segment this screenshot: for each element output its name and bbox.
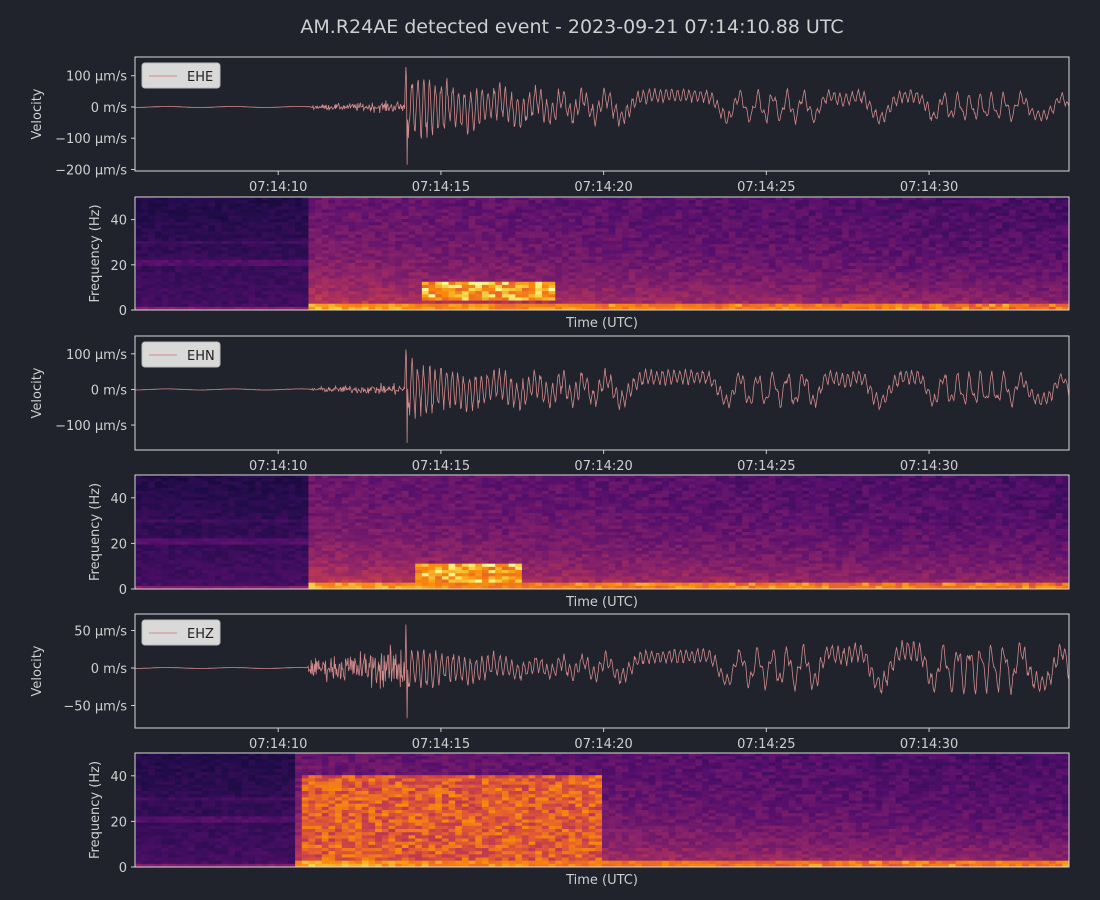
y-tick-label: 40	[110, 492, 127, 507]
trace-ehe	[135, 66, 1069, 165]
panel-ehe-waveform: 100 μm/s 0 m/s −100 μm/s −200 μm/s Velocity 0…	[30, 56, 1070, 195]
x-tick-label: 07:14:15	[412, 180, 470, 195]
y-tick-label: 20	[110, 815, 127, 830]
waveform-plot-area	[135, 614, 1069, 728]
x-tick-label: 07:14:30	[900, 459, 958, 474]
y-tick-label: 20	[110, 537, 127, 552]
panel-ehn-spectrogram: 0 20 40 Frequency (Hz) Time (UTC)	[88, 474, 1070, 610]
x-tick-label: 07:14:10	[249, 180, 307, 195]
y-tick-label: 100 μm/s	[66, 348, 127, 363]
y-tick-label: 40	[110, 770, 127, 785]
y-axis-label: Frequency (Hz)	[88, 761, 103, 859]
panel-ehe-spectrogram: 0 20 40 Frequency (Hz) Time (UTC)	[88, 196, 1070, 331]
legend: EHE	[141, 62, 221, 89]
x-tick-label: 07:14:20	[574, 459, 632, 474]
figure-title: AM.R24AE detected event - 2023-09-21 07:…	[300, 16, 843, 38]
x-tick-label: 07:14:30	[900, 737, 958, 752]
trace-ehz	[135, 624, 1069, 719]
panel-ehz-spectrogram: 0 20 40 Frequency (Hz) Time (UTC)	[88, 752, 1070, 888]
spectrogram-image	[135, 753, 1069, 867]
y-axis-label: Velocity	[30, 88, 45, 139]
x-axis-label: Time (UTC)	[565, 873, 638, 888]
x-tick-label: 07:14:30	[900, 180, 958, 195]
spectrogram-image	[135, 475, 1069, 589]
x-tick-label: 07:14:20	[574, 737, 632, 752]
panel-ehn-waveform: 100 μm/s 0 m/s −100 μm/s Velocity 07:14:10 07…	[30, 335, 1070, 474]
waveform-plot-area	[135, 336, 1069, 450]
y-axis-label: Frequency (Hz)	[88, 204, 103, 302]
y-tick-label: 0	[119, 583, 127, 598]
y-tick-label: −50 μm/s	[63, 700, 127, 715]
y-axis-label: Velocity	[30, 645, 45, 696]
x-tick-label: 07:14:15	[412, 737, 470, 752]
legend: EHN	[141, 341, 221, 368]
x-axis-label: Time (UTC)	[565, 316, 638, 331]
x-tick-label: 07:14:25	[737, 459, 795, 474]
axes-frame	[134, 196, 1070, 311]
x-tick-label: 07:14:10	[249, 737, 307, 752]
y-tick-label: 0 m/s	[91, 383, 127, 398]
axes-frame	[134, 335, 1070, 451]
y-tick-label: 50 μm/s	[74, 625, 127, 640]
x-tick-label: 07:14:25	[737, 180, 795, 195]
x-tick-label: 07:14:10	[249, 459, 307, 474]
panel-ehz-waveform: 50 μm/s 0 m/s −50 μm/s Velocity 07:14:10 07:1…	[30, 613, 1070, 752]
y-axis-label: Velocity	[30, 367, 45, 418]
panels: 100 μm/s 0 m/s −100 μm/s −200 μm/s Velocity 0…	[30, 56, 1070, 888]
legend: EHZ	[141, 619, 221, 646]
y-tick-label: 0	[119, 304, 127, 319]
y-tick-label: 0 m/s	[91, 662, 127, 677]
axes-frame	[134, 56, 1070, 172]
x-axis-label: Time (UTC)	[565, 595, 638, 610]
y-tick-label: 0	[119, 861, 127, 876]
legend-label: EHZ	[187, 627, 214, 642]
x-tick-label: 07:14:20	[574, 180, 632, 195]
y-tick-label: −100 μm/s	[55, 132, 127, 147]
y-tick-label: 0 m/s	[91, 101, 127, 116]
x-tick-label: 07:14:25	[737, 737, 795, 752]
axes-frame	[134, 752, 1070, 868]
axes-frame	[134, 613, 1070, 729]
x-tick-label: 07:14:15	[412, 459, 470, 474]
waveform-plot-area	[135, 57, 1069, 171]
legend-label: EHN	[187, 349, 215, 364]
axes-frame	[134, 474, 1070, 590]
trace-ehn	[135, 349, 1069, 443]
y-axis-label: Frequency (Hz)	[88, 483, 103, 581]
legend-label: EHE	[187, 70, 213, 85]
y-tick-label: 100 μm/s	[66, 70, 127, 85]
y-tick-label: 40	[110, 214, 127, 229]
spectrogram-image	[135, 197, 1069, 310]
y-tick-label: −100 μm/s	[55, 419, 127, 434]
y-tick-label: 20	[110, 259, 127, 274]
y-tick-label: −200 μm/s	[55, 163, 127, 178]
